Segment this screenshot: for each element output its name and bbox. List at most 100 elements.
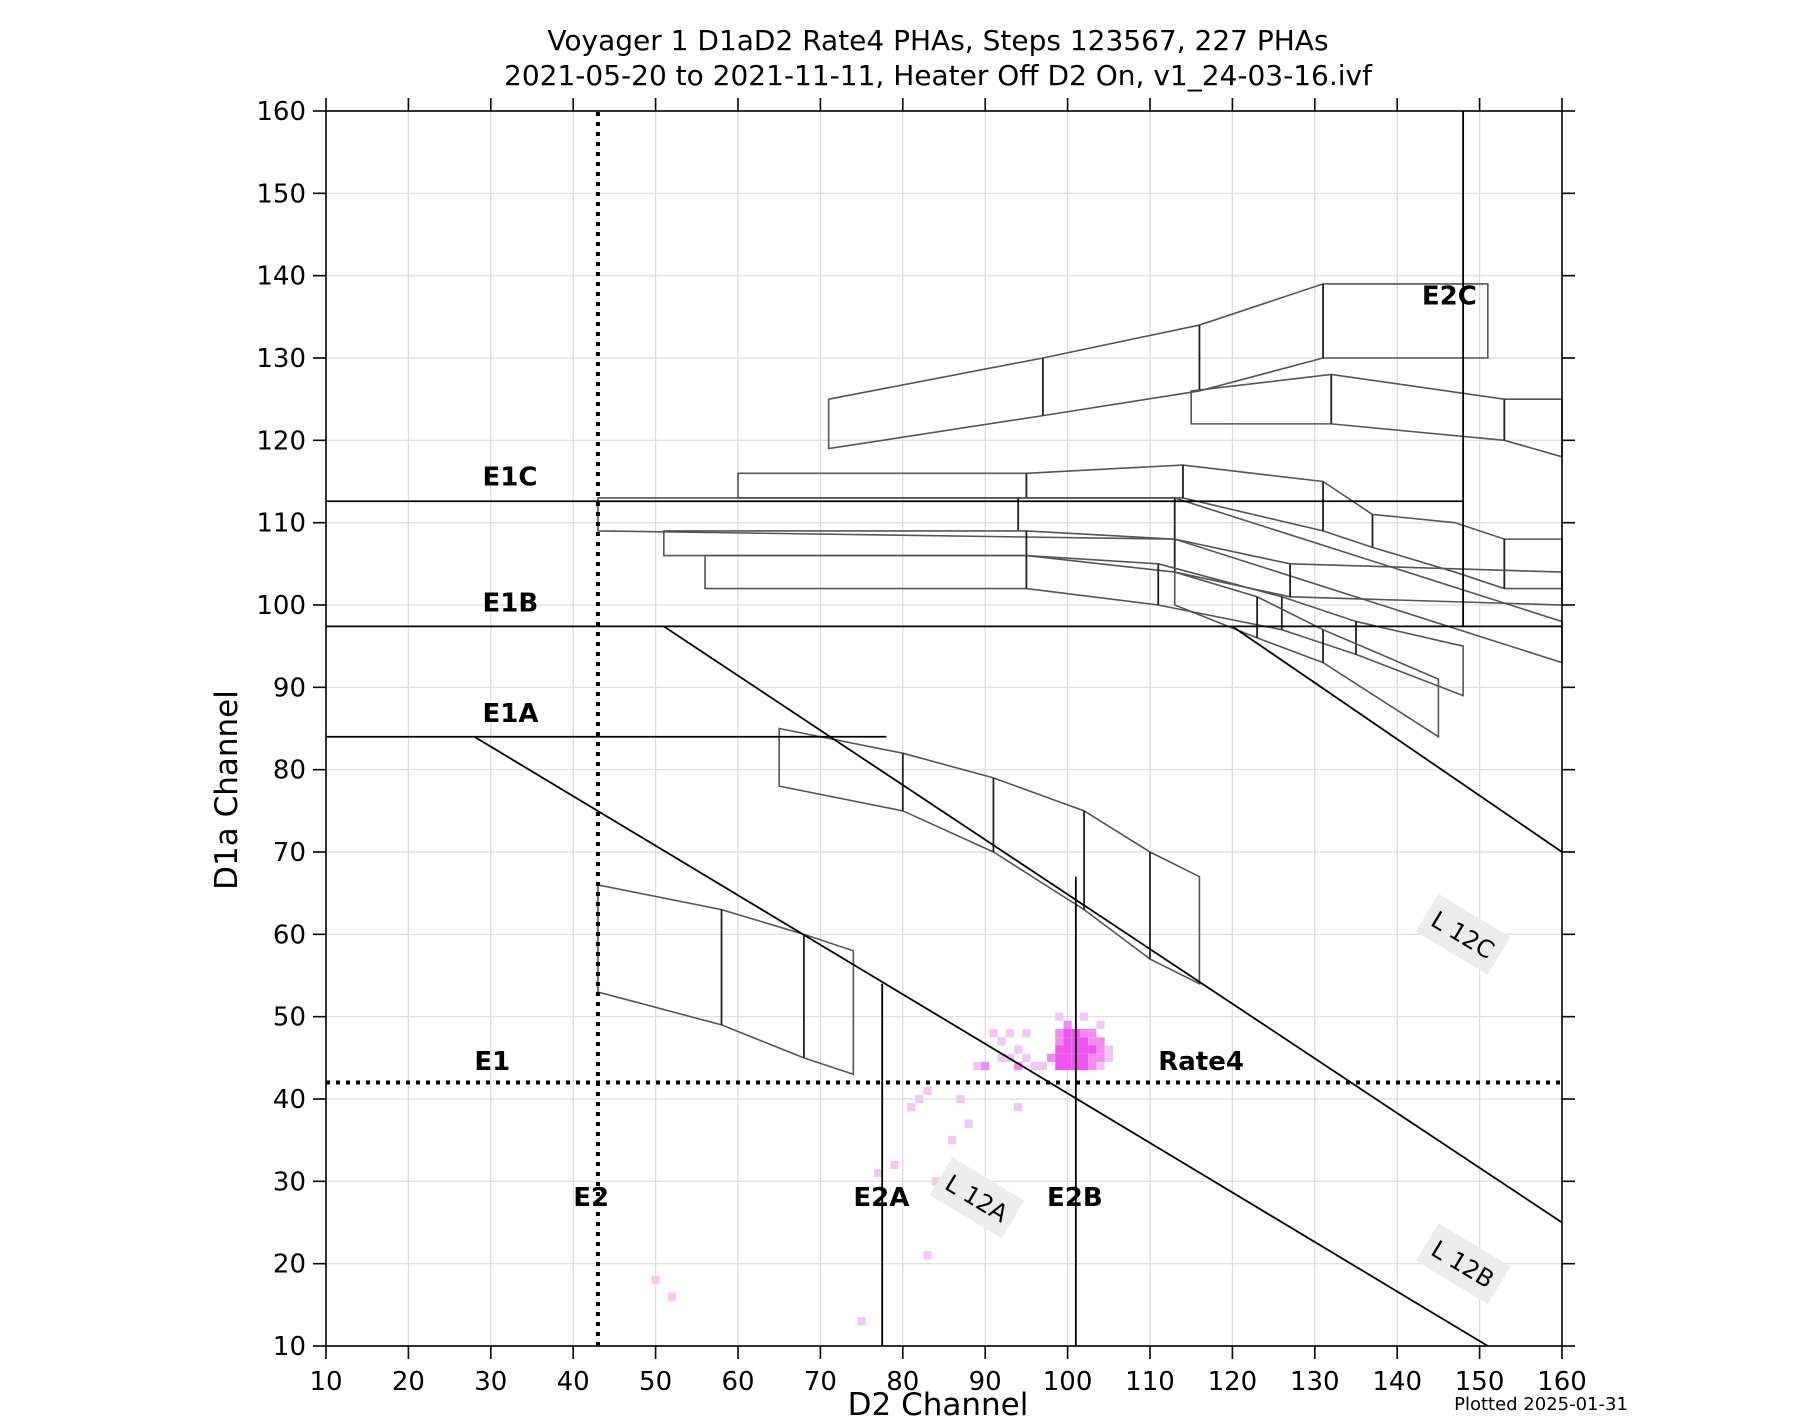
x-tick-label: 10 <box>309 1367 342 1397</box>
chart-subtitle: 2021-05-20 to 2021-11-11, Heater Off D2 … <box>504 59 1373 92</box>
y-tick-label: 70 <box>273 838 306 868</box>
x-tick-label: 130 <box>1290 1367 1340 1397</box>
pha-point <box>1079 1037 1089 1046</box>
diagonal-line-l12c <box>1231 625 1563 853</box>
x-tick-label: 20 <box>392 1367 425 1397</box>
pha-point <box>1055 1053 1064 1062</box>
diagonal-line-l12a <box>473 735 1489 1347</box>
x-tick-label: 120 <box>1208 1367 1258 1397</box>
pha-point <box>1063 1053 1072 1062</box>
y-tick-label: 80 <box>273 756 306 786</box>
pha-point <box>890 1160 899 1169</box>
y-tick-label: 160 <box>256 97 306 127</box>
x-tick-label: 110 <box>1125 1367 1175 1397</box>
region-labels: E1C E1B E1A E1 E2 E2A E2B E2C Rate4 <box>474 281 1477 1213</box>
pha-point <box>857 1317 866 1326</box>
y-tick-label: 40 <box>273 1085 306 1115</box>
line-label-box <box>1415 1223 1511 1305</box>
pha-point <box>1088 1037 1097 1046</box>
line-labels: L 12A L 12B L 12C <box>929 893 1511 1305</box>
pha-point <box>1088 1045 1097 1054</box>
pha-point <box>1014 1103 1023 1112</box>
pha-point <box>956 1094 965 1104</box>
region-label-e1a: E1A <box>483 699 539 729</box>
y-tick-label: 120 <box>256 426 306 456</box>
pha-point <box>915 1094 924 1104</box>
y-tick-label: 100 <box>256 591 306 621</box>
pha-point <box>667 1292 677 1301</box>
x-tick-label: 100 <box>1043 1367 1093 1397</box>
axis-ticks <box>313 98 1575 1359</box>
tick-labels: 10 20 30 40 50 60 70 80 90 100 110 120 130 140 150 160 1… <box>256 97 1586 1397</box>
pha-point <box>1022 1053 1031 1062</box>
pha-point <box>1063 1045 1072 1054</box>
pha-point <box>1079 1053 1089 1062</box>
region-label-e1c: E1C <box>483 463 538 493</box>
line-label-box <box>929 1157 1025 1239</box>
x-tick-label: 60 <box>721 1367 754 1397</box>
pha-point <box>1055 1029 1064 1038</box>
pha-point <box>1022 1029 1031 1038</box>
pha-point <box>923 1086 932 1095</box>
x-tick-label: 150 <box>1455 1367 1505 1397</box>
region-label-e2c: E2C <box>1422 281 1477 311</box>
plot-frame <box>325 110 1563 1347</box>
pha-point <box>1096 1053 1105 1062</box>
pha-point <box>923 1251 932 1260</box>
pha-point <box>981 1061 990 1071</box>
pha-point <box>972 1061 982 1071</box>
pha-point <box>1063 1029 1072 1038</box>
pha-point <box>906 1103 916 1112</box>
pha-point <box>1055 1045 1064 1054</box>
pha-point <box>1014 1061 1023 1071</box>
pha-point <box>651 1276 660 1285</box>
line-label-l12a: L 12A <box>929 1157 1025 1239</box>
channel-box <box>1190 373 1563 458</box>
pha-point <box>1079 1061 1089 1071</box>
x-tick-label: 30 <box>474 1367 507 1397</box>
channel-box <box>1173 570 1440 739</box>
y-tick-label: 110 <box>256 509 306 539</box>
y-tick-label: 20 <box>273 1250 306 1280</box>
pha-point <box>1088 1029 1097 1038</box>
diagonal-line-l12b <box>663 625 1563 1224</box>
x-axis-label: D2 Channel <box>848 1387 1029 1423</box>
pha-point <box>1104 1053 1113 1062</box>
plotted-date: Plotted 2025-01-31 <box>1454 1394 1628 1415</box>
channel-box <box>663 530 1563 606</box>
pha-point <box>1096 1061 1105 1071</box>
pha-point <box>1079 1012 1089 1021</box>
pha-point <box>948 1136 957 1145</box>
y-tick-label: 90 <box>273 673 306 703</box>
pha-point <box>997 1037 1006 1046</box>
x-tick-label: 160 <box>1537 1367 1587 1397</box>
x-tick-label: 40 <box>557 1367 590 1397</box>
pha-point <box>1063 1061 1072 1071</box>
pha-point <box>1104 1045 1113 1054</box>
region-label-e1b: E1B <box>483 589 539 619</box>
threshold-lines <box>326 111 1562 1346</box>
channel-box <box>778 727 1201 986</box>
pha-point <box>1088 1061 1097 1071</box>
pha-point <box>1063 1037 1072 1046</box>
region-label-e2b: E2B <box>1047 1183 1103 1213</box>
pha-point <box>1055 1037 1064 1046</box>
x-tick-label: 70 <box>804 1367 837 1397</box>
channel-box <box>827 283 1489 450</box>
region-label-rate4: Rate4 <box>1158 1047 1244 1077</box>
region-label-e2a: E2A <box>853 1183 909 1213</box>
pha-point <box>997 1053 1006 1062</box>
line-label-box <box>1415 893 1511 975</box>
region-label-e1: E1 <box>474 1047 510 1077</box>
chart-title: Voyager 1 D1aD2 Rate4 PHAs, Steps 123567… <box>547 24 1328 57</box>
y-tick-label: 140 <box>256 262 306 292</box>
pha-point <box>1096 1020 1105 1030</box>
x-tick-label: 90 <box>969 1367 1002 1397</box>
pha-point <box>989 1029 998 1038</box>
diagonal-lines <box>473 625 1563 1347</box>
pha-point <box>1005 1029 1015 1038</box>
pha-point <box>1079 1045 1089 1054</box>
pha-point <box>1079 1029 1089 1038</box>
pha-point <box>964 1119 973 1128</box>
